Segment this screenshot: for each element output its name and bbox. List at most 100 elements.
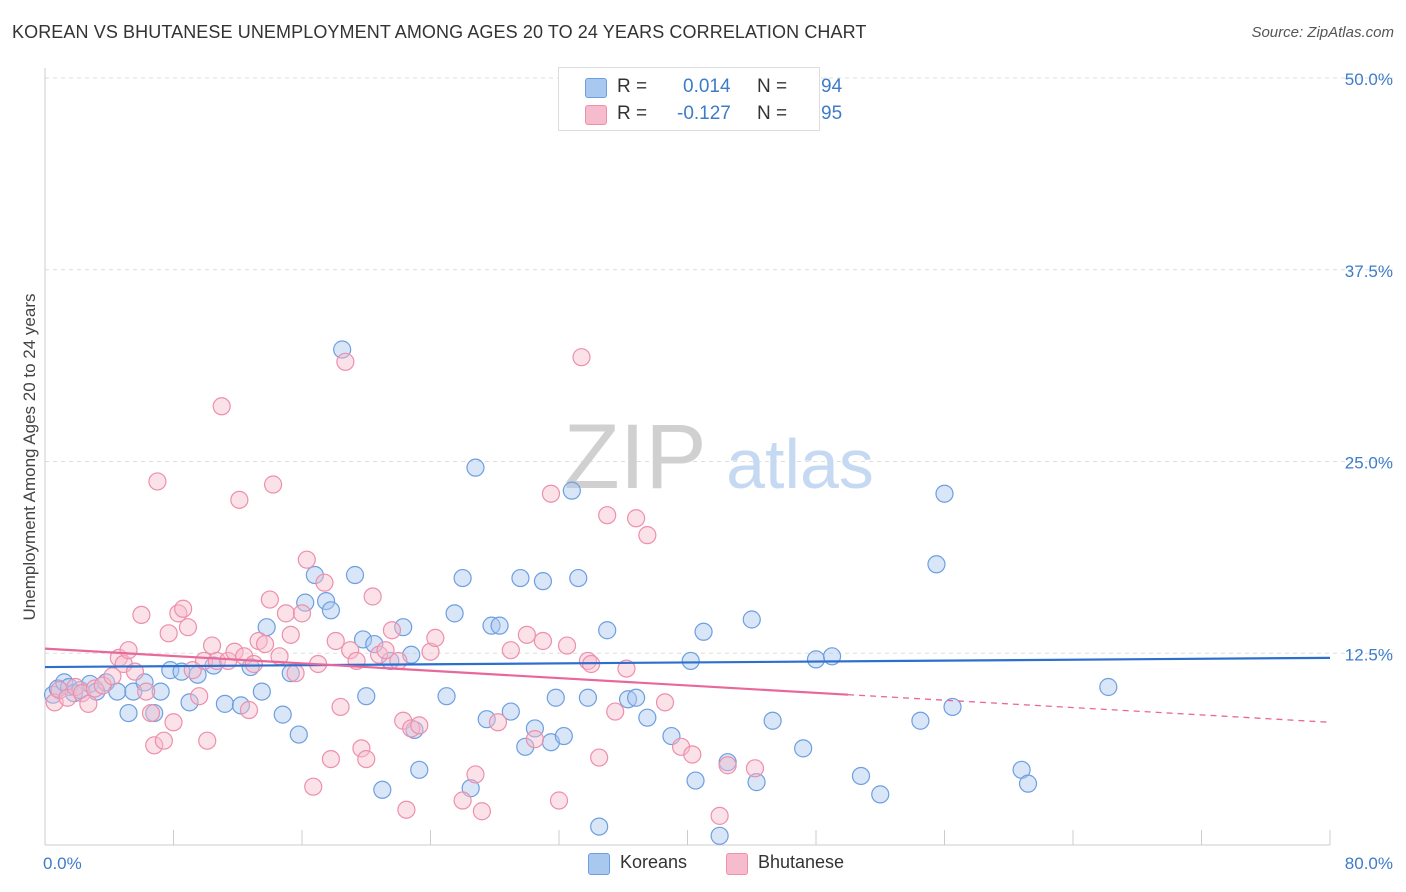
bhutanese-point [178, 618, 198, 637]
korean-point [1099, 677, 1118, 697]
korean-point [638, 708, 657, 727]
korean-point [554, 726, 573, 746]
bhutanese-point [683, 745, 702, 764]
korean-point [533, 572, 553, 591]
source-credit: Source: ZipAtlas.com [1251, 24, 1394, 41]
stats-legend: R = 0.014 N = 94 R = -0.127 N = 95 [558, 67, 842, 131]
bhutanese-point [572, 348, 591, 367]
bhutanese-point [466, 765, 485, 784]
korean-point [353, 630, 373, 649]
korean-point [598, 621, 617, 640]
bhutanese-point [164, 713, 183, 732]
korean-point [763, 711, 782, 730]
bhutanese-point [286, 664, 305, 683]
korean-point [437, 687, 456, 706]
korean-point [241, 657, 260, 677]
bhutanese-point [321, 749, 341, 769]
bhutanese-point [590, 748, 609, 767]
korean-point [935, 484, 954, 503]
bhutanese-point [626, 509, 646, 528]
korean-point [357, 687, 376, 706]
korean-point [477, 710, 496, 729]
korean-point [119, 703, 138, 723]
bhutanese-point [501, 641, 520, 660]
bhutanese-point [304, 777, 323, 796]
bhutanese-trend-line [44, 647, 849, 696]
korean-point [466, 458, 485, 477]
korean-point [742, 610, 761, 629]
korean-point [316, 591, 336, 611]
bhutanese-point [655, 693, 675, 712]
tick-labels: 12.5% 25.0% 37.5% 50.0% 0.0% 80.0% [43, 70, 1393, 873]
bhutanese-point [255, 634, 275, 654]
n-label: N = [757, 103, 788, 124]
watermark-atlas: atlas [726, 425, 874, 503]
korean-point [305, 565, 324, 585]
bhutanese-point [260, 590, 279, 609]
korean-point [365, 634, 384, 654]
bhutanese-point [331, 697, 350, 717]
bhutanese-point [397, 800, 416, 819]
bhutanese-point [145, 736, 164, 755]
gridlines [45, 77, 1395, 654]
korean-point [373, 780, 392, 799]
korean-point [490, 616, 509, 635]
bhutanese-point [239, 700, 259, 720]
r-value: 0.014 [683, 76, 731, 97]
korean-point [590, 817, 609, 836]
bhutanese-point [103, 667, 122, 686]
korean-point [516, 737, 535, 756]
points [43, 84, 1118, 845]
korean-swatch [585, 78, 607, 98]
korean-point [215, 694, 234, 713]
bhutanese-point [549, 791, 569, 810]
korean-point [694, 622, 713, 641]
chart-title: KOREAN VS BHUTANESE UNEMPLOYMENT AMONG A… [12, 22, 867, 42]
korean-point [501, 702, 520, 721]
n-label: N = [757, 76, 788, 97]
korean-point [394, 618, 413, 637]
n-value: 95 [821, 103, 843, 124]
korean-point [794, 739, 813, 758]
korean-point [296, 593, 315, 612]
korean-point [1018, 774, 1038, 793]
bhutanese-point [426, 628, 445, 648]
bhutanese-point [517, 625, 536, 644]
bhutanese-point [341, 641, 360, 660]
bhutanese-point [230, 490, 249, 509]
korean-point [806, 650, 826, 669]
bhutanese-point [421, 642, 440, 661]
bhutanese-point [533, 631, 553, 651]
axes [44, 68, 1331, 846]
bhutanese-point [718, 756, 737, 775]
legend-label: Koreans [620, 852, 688, 872]
korean-point [681, 651, 700, 671]
bhutanese-point [352, 739, 371, 758]
korean-point [445, 604, 464, 623]
korean-point [345, 565, 365, 585]
bhutanese-point [212, 397, 231, 416]
bhutanese-swatch [585, 105, 607, 125]
korean-point [453, 568, 472, 588]
bhutanese-point [557, 636, 577, 655]
korean-point [289, 725, 308, 744]
korean-point [927, 555, 946, 574]
bhutanese-trend-extension [848, 694, 1331, 723]
korean-point [578, 688, 598, 707]
korean-point [710, 826, 729, 845]
bhutanese-point [202, 636, 222, 655]
bhutanese-legend-swatch [726, 853, 748, 875]
bhutanese-point [410, 716, 429, 735]
bhutanese-point [617, 659, 636, 678]
bhutanese-point [292, 604, 312, 623]
bhutanese-point [198, 731, 217, 750]
y-tick-label: 37.5% [1345, 262, 1393, 281]
bhutanese-point [315, 573, 334, 592]
bhutanese-point [578, 651, 598, 671]
bhutanese-point [638, 526, 657, 545]
bhutanese-point [79, 694, 98, 713]
bhutanese-point [363, 587, 382, 606]
bhutanese-point [598, 506, 617, 525]
bhutanese-point [606, 702, 625, 721]
